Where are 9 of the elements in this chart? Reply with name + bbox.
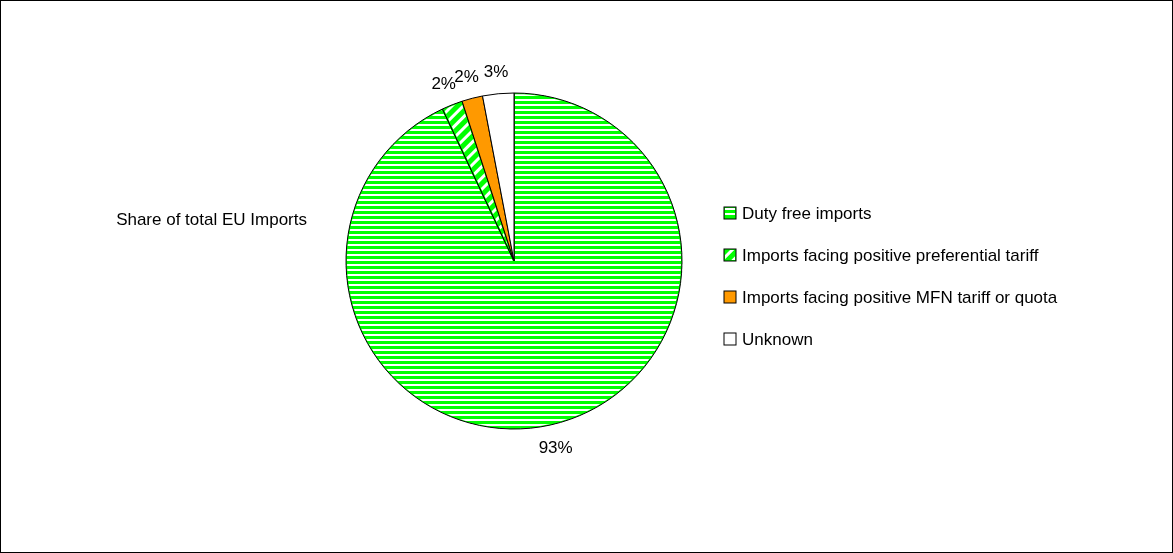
text: Share of total EU Imports [116,209,307,229]
legend-label: Unknown [742,329,813,349]
data-label: 2% [431,73,456,93]
legend-label: Duty free imports [742,203,872,223]
data-label: 3% [483,61,509,81]
pie-slice [345,92,683,430]
legend-label: Imports facing positive preferential tariff [742,245,1039,265]
data-label: 93% [538,437,573,457]
legend-label: Imports facing positive MFN tariff or quota [742,287,1058,307]
